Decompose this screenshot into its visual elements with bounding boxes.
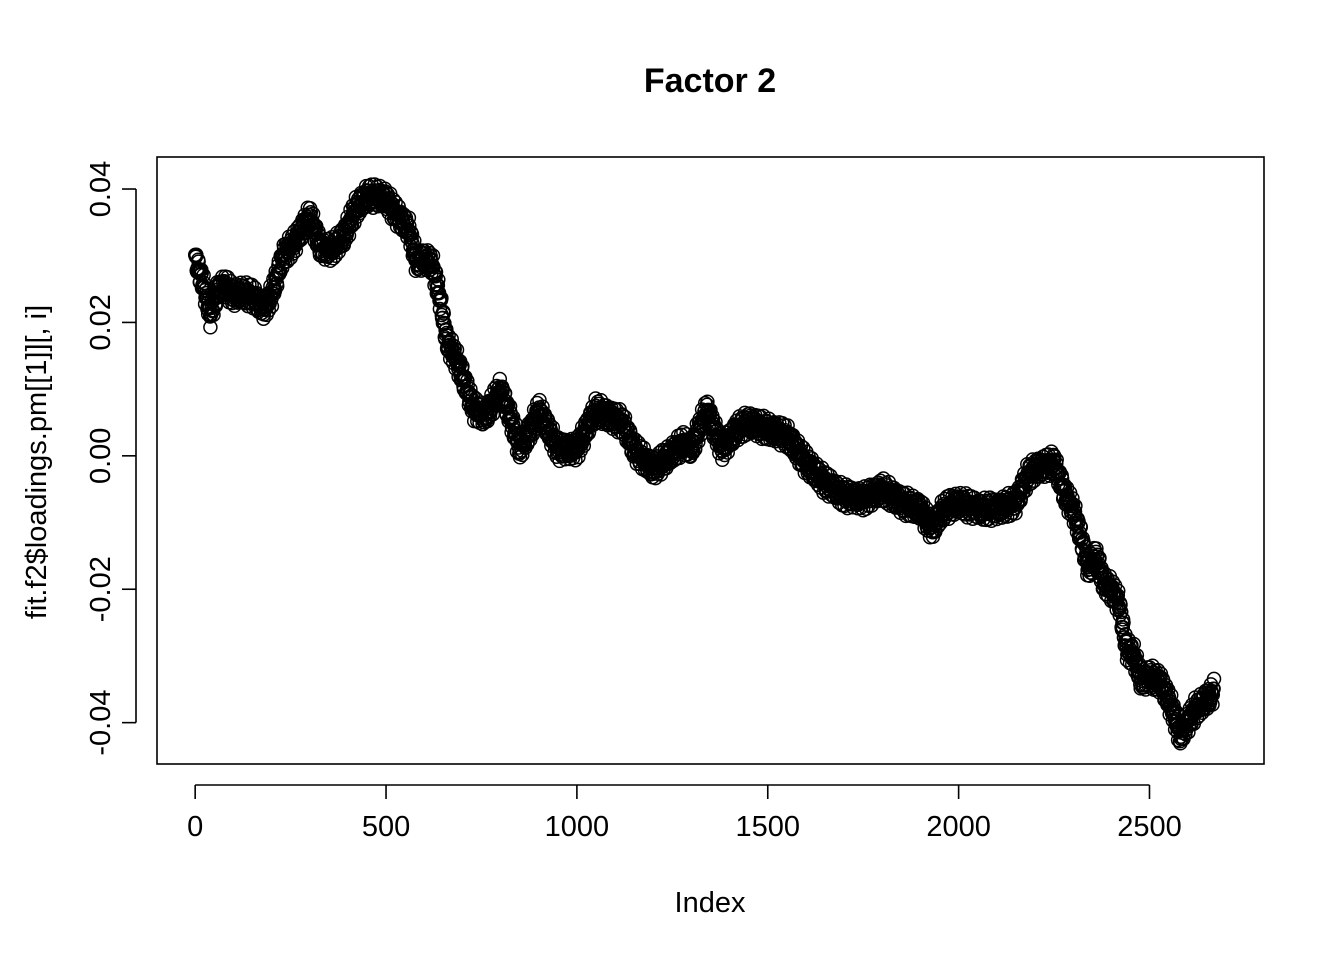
data-point — [303, 205, 319, 220]
x-tick-label: 1000 — [545, 811, 610, 843]
chart-title: Factor 2 — [644, 62, 776, 100]
data-point — [1110, 588, 1126, 603]
data-point — [194, 265, 209, 281]
data-point — [404, 226, 420, 242]
data-point — [1205, 697, 1220, 712]
data-point — [691, 434, 706, 450]
data-point — [1013, 491, 1029, 507]
data-point — [436, 306, 451, 321]
data-point — [401, 210, 417, 226]
x-tick-label: 500 — [362, 811, 410, 843]
x-axis: 0 500 1000 1500 2000 2500 — [187, 784, 1182, 843]
data-point — [1129, 648, 1145, 663]
y-axis: -0.04 -0.02 0.00 0.02 0.04 — [85, 161, 137, 756]
data-point — [1163, 687, 1179, 703]
data-point — [341, 228, 357, 244]
data-point — [1116, 615, 1131, 630]
x-tick-label: 2500 — [1117, 811, 1182, 843]
data-point — [703, 402, 718, 418]
data-point — [505, 409, 521, 425]
data-point — [434, 290, 449, 306]
data-point — [1065, 496, 1081, 512]
data-point — [1115, 619, 1131, 635]
data-point — [404, 230, 419, 246]
data-point — [532, 392, 547, 408]
y-tick-label: 0.04 — [85, 161, 117, 217]
data-point — [425, 248, 441, 263]
data-point — [520, 434, 535, 450]
data-point — [1206, 681, 1221, 696]
plot-area-frame — [156, 156, 1265, 765]
x-axis-label: Index — [675, 887, 746, 919]
y-tick-label: -0.02 — [85, 556, 117, 622]
data-point — [1113, 597, 1128, 612]
y-axis-label: fit.f2$loadings.pm[[1]][, i] — [21, 305, 53, 619]
data-point — [1205, 687, 1221, 703]
data-point — [432, 301, 448, 317]
y-tick-label: 0.02 — [85, 294, 117, 350]
data-point — [687, 442, 703, 457]
data-point — [1089, 541, 1104, 556]
x-tick-label: 1500 — [736, 811, 801, 843]
data-point — [455, 358, 470, 374]
y-tick-label: 0.00 — [85, 428, 117, 484]
y-tick-label: -0.04 — [85, 690, 117, 756]
data-point — [206, 307, 221, 323]
data-points — [187, 177, 1222, 751]
data-point — [437, 315, 452, 331]
x-tick-label: 0 — [187, 811, 203, 843]
data-point — [428, 269, 443, 284]
data-point — [1113, 604, 1129, 620]
data-point — [581, 424, 597, 439]
data-point — [1206, 671, 1222, 687]
x-tick-label: 2000 — [926, 811, 991, 843]
